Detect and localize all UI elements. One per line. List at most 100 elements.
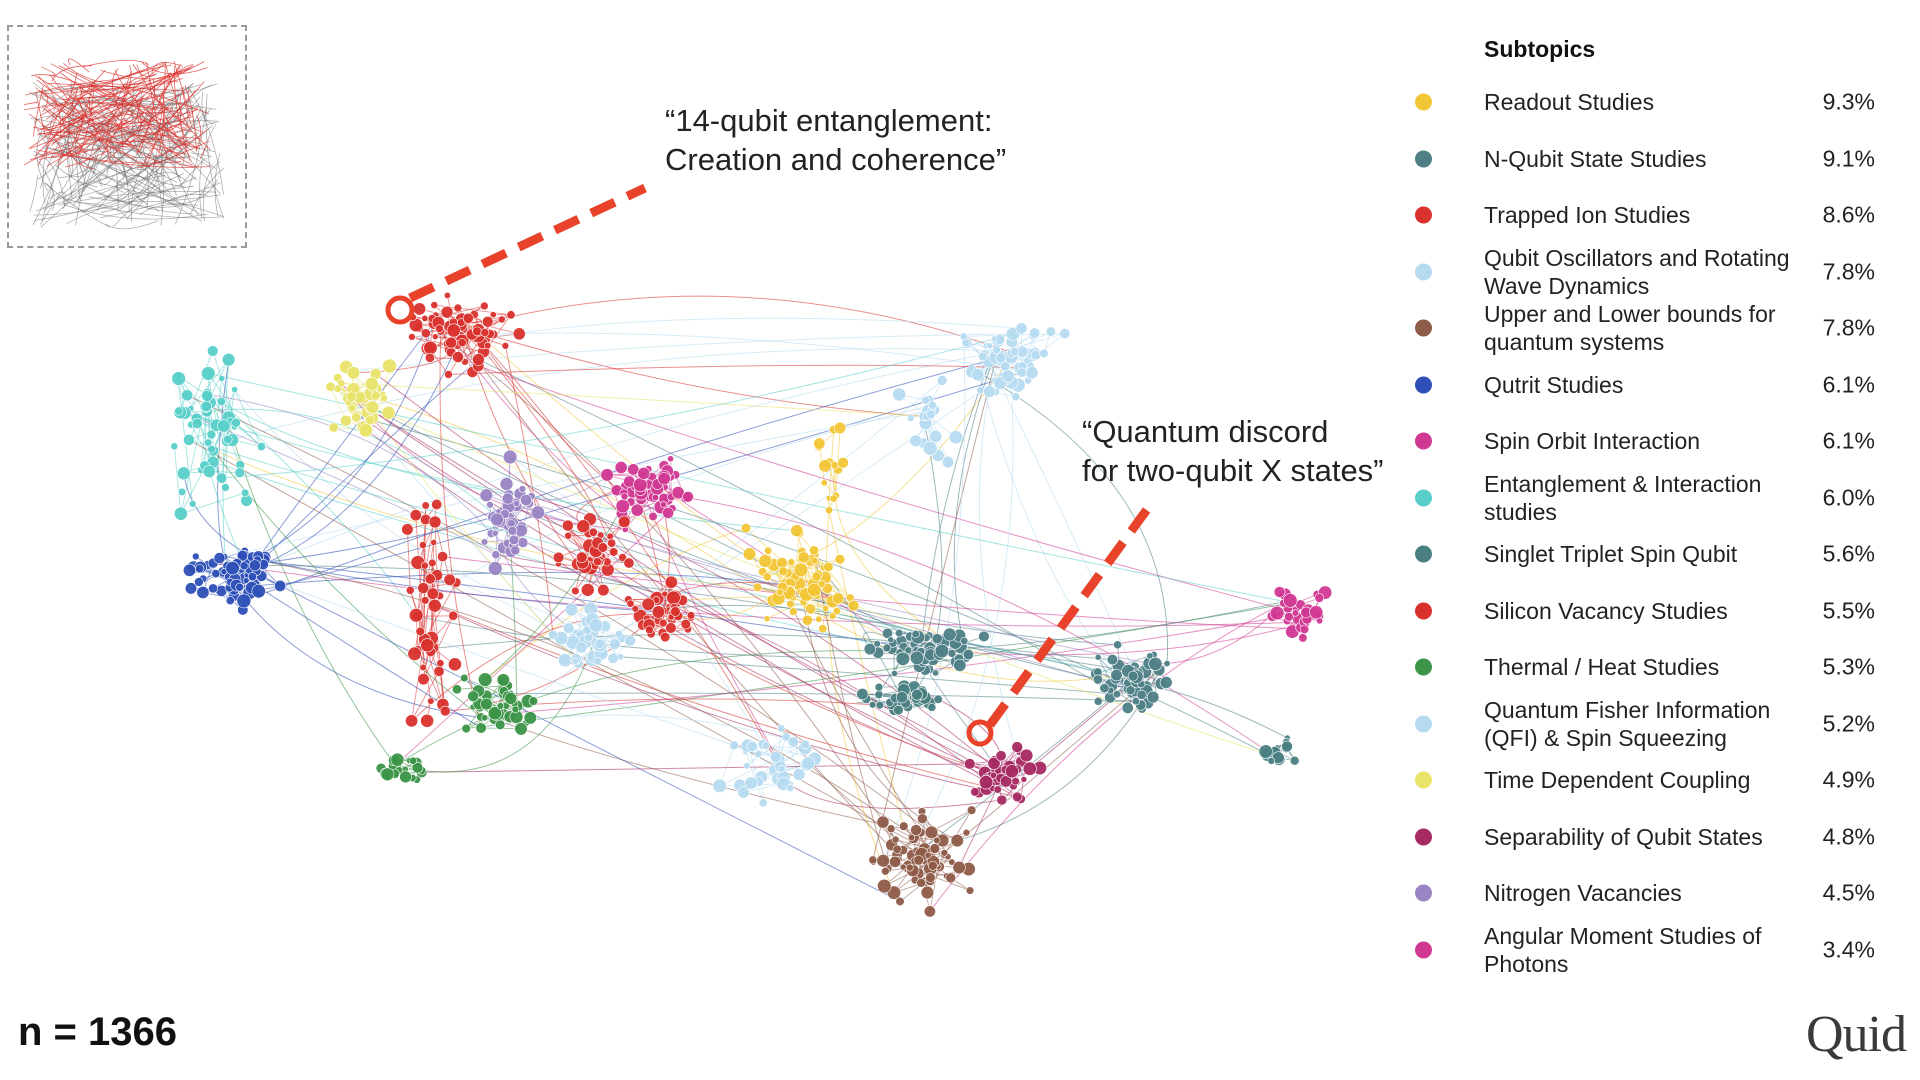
network-node <box>887 636 894 644</box>
minimap-edge <box>24 101 38 105</box>
network-node <box>462 312 474 324</box>
network-node <box>445 336 458 349</box>
sample-size-label: n = 1366 <box>18 1010 178 1054</box>
network-node <box>881 627 893 639</box>
network-node <box>496 702 505 710</box>
minimap-edge <box>68 141 94 170</box>
legend-item-value: 9.1% <box>1822 145 1875 171</box>
minimap-edge <box>171 84 212 125</box>
network-node <box>1298 633 1308 643</box>
minimap-edge <box>128 110 198 181</box>
network-node <box>337 379 346 388</box>
network-edge <box>519 493 1002 774</box>
minimap-edge <box>100 68 189 80</box>
network-node <box>1273 586 1286 598</box>
network-edge <box>929 866 939 912</box>
network-node <box>947 648 957 658</box>
legend-color-dot <box>1415 602 1432 619</box>
network-node <box>501 492 514 505</box>
network-node <box>834 554 846 565</box>
network-node <box>781 732 791 742</box>
legend-item: Silicon Vacancy Studies 5.5% <box>1415 583 1875 639</box>
legend-item-label: Separability of Qubit States <box>1484 823 1763 850</box>
network-node <box>407 646 422 661</box>
network-node <box>563 622 575 634</box>
network-node <box>274 579 287 592</box>
legend-item-value: 4.9% <box>1822 766 1875 793</box>
network-node <box>235 582 245 592</box>
network-edge <box>360 424 1014 787</box>
network-node <box>940 848 949 857</box>
network-node <box>924 851 932 859</box>
network-node <box>408 607 424 623</box>
network-node <box>800 739 810 750</box>
minimap-edge <box>90 170 182 208</box>
network-node <box>637 466 651 480</box>
minimap-edge <box>137 98 144 123</box>
minimap-edge <box>40 91 49 113</box>
network-node <box>686 611 696 620</box>
minimap-edge <box>214 153 221 217</box>
network-node <box>933 694 943 704</box>
network-node <box>420 328 431 339</box>
minimap-edge <box>36 131 91 135</box>
network-node <box>1289 755 1300 766</box>
network-edge <box>957 696 1146 842</box>
network-node <box>929 429 943 443</box>
legend-item-label: N-Qubit State Studies <box>1484 145 1707 172</box>
network-node <box>830 461 839 470</box>
network-node <box>481 315 494 328</box>
legend-item-value: 5.2% <box>1822 710 1875 736</box>
network-node <box>188 500 197 508</box>
network-edge <box>183 473 253 558</box>
network-node <box>460 673 469 683</box>
network-node <box>889 855 902 868</box>
network-node <box>1092 674 1103 685</box>
network-node <box>607 538 617 548</box>
network-edge <box>227 422 400 771</box>
network-node <box>927 860 938 871</box>
network-node <box>907 414 915 422</box>
network-edge <box>229 571 786 589</box>
network-node <box>494 719 506 730</box>
network-node <box>992 345 1001 355</box>
legend-item: Trapped Ion Studies 8.6% <box>1415 187 1875 243</box>
network-node <box>1146 690 1160 704</box>
network-node <box>427 697 435 705</box>
network-node <box>868 701 877 709</box>
network-node <box>769 751 782 763</box>
legend-item-label: Silicon Vacancy Studies <box>1484 597 1728 624</box>
network-node <box>420 638 435 653</box>
network-edge <box>941 621 1308 656</box>
network-node <box>182 563 196 577</box>
network-node <box>437 551 449 563</box>
network-node <box>818 624 828 634</box>
network-node <box>787 558 796 567</box>
network-node <box>234 467 246 478</box>
network-node <box>453 303 463 313</box>
network-node <box>346 366 361 380</box>
network-edge <box>978 357 1025 780</box>
minimap-edge <box>106 120 117 166</box>
network-node <box>630 503 644 517</box>
network-edge <box>439 330 482 729</box>
network-node <box>933 836 941 845</box>
legend-item: Quantum Fisher Information (QFI) & Spin … <box>1415 696 1875 752</box>
network-node <box>451 684 462 695</box>
network-node <box>225 596 235 606</box>
network-node <box>411 761 424 774</box>
network-node <box>662 507 675 519</box>
minimap-edge <box>158 92 165 154</box>
network-node <box>486 500 494 509</box>
legend-item: Time Dependent Coupling 4.9% <box>1415 752 1875 808</box>
network-node <box>592 557 602 567</box>
network-node <box>892 387 907 402</box>
network-node <box>837 457 849 469</box>
legend-item-label: Entanglement & Interaction studies <box>1484 470 1762 525</box>
network-edge <box>632 469 779 761</box>
minimap-edge <box>88 194 221 203</box>
network-edge <box>207 393 492 534</box>
network-node <box>490 512 504 527</box>
network-node <box>218 375 226 382</box>
minimap-edge <box>146 65 166 164</box>
